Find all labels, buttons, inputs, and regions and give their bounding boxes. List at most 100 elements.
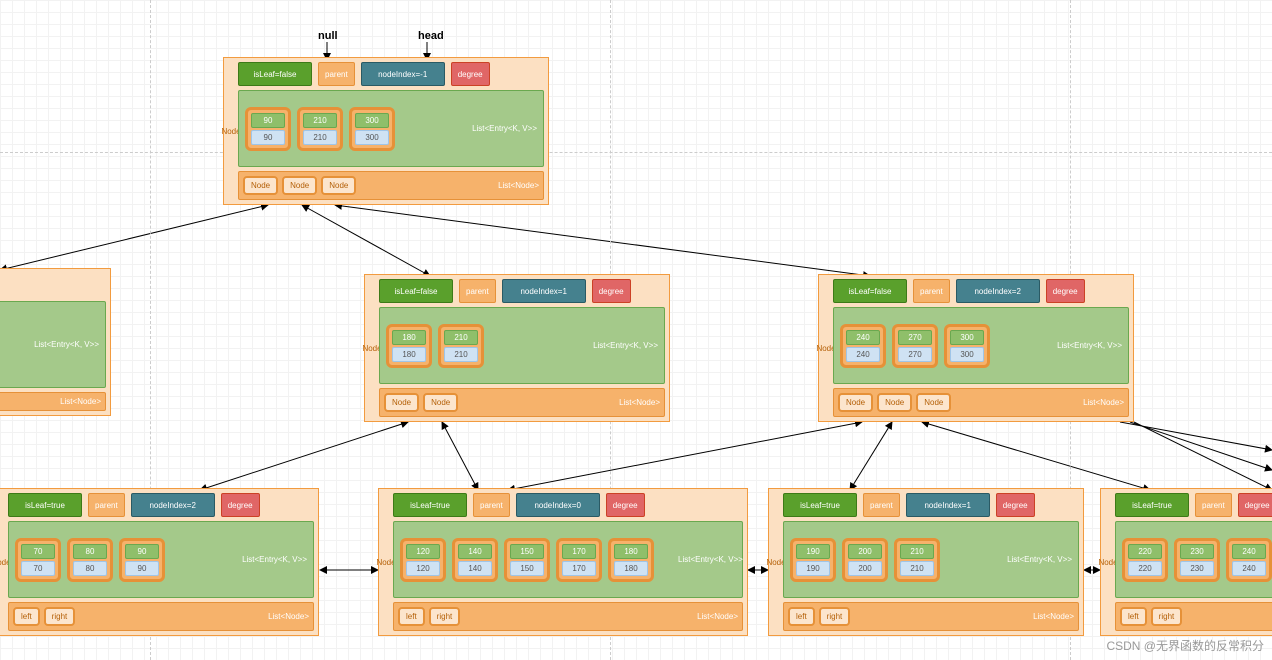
- left-link: left: [398, 607, 425, 626]
- entry-list: 190190200200210210List<Entry<K, V>>: [783, 521, 1079, 598]
- chip: degree: [1238, 493, 1272, 517]
- entry-list: 120120140140150150170170180180List<Entry…: [393, 521, 743, 598]
- entry: 300300: [944, 324, 990, 368]
- chip: degree: [451, 62, 490, 86]
- chip: parent: [1195, 493, 1232, 517]
- right-link: right: [44, 607, 76, 626]
- entry: 9090: [119, 538, 165, 582]
- chip: degree: [1046, 279, 1085, 303]
- entry: 230230: [1174, 538, 1220, 582]
- entry-list: 707080809090List<Entry<K, V>>: [8, 521, 314, 598]
- tree-node: NodeisLeaf=falseparentnodeIndex=-1degree…: [223, 57, 549, 205]
- chip: nodeIndex=2: [956, 279, 1040, 303]
- tree-node: Node=0degreeList<Entry<K, V>>List<Node>: [0, 268, 111, 416]
- entry: 300300: [349, 107, 395, 151]
- entry: 240240: [840, 324, 886, 368]
- child-list: leftrightList<Node>: [1115, 602, 1272, 631]
- entry-list: 180180210210List<Entry<K, V>>: [379, 307, 665, 384]
- chip: nodeIndex=0: [516, 493, 600, 517]
- chip: parent: [473, 493, 510, 517]
- right-link: right: [1151, 607, 1183, 626]
- chip: isLeaf=true: [1115, 493, 1189, 517]
- chip: isLeaf=true: [393, 493, 467, 517]
- child-node-ref: Node: [916, 393, 951, 412]
- child-node-ref: Node: [838, 393, 873, 412]
- null-label: null: [318, 30, 338, 42]
- chip: parent: [913, 279, 950, 303]
- tree-node: NodeisLeaf=falseparentnodeIndex=1degree1…: [364, 274, 670, 422]
- chip: isLeaf=false: [379, 279, 453, 303]
- chip: parent: [459, 279, 496, 303]
- entry: 140140: [452, 538, 498, 582]
- entry: 270270: [892, 324, 938, 368]
- child-node-ref: Node: [384, 393, 419, 412]
- chip: degree: [606, 493, 645, 517]
- child-list: leftrightList<Node>: [8, 602, 314, 631]
- left-link: left: [788, 607, 815, 626]
- child-node-ref: Node: [243, 176, 278, 195]
- child-list: leftrightList<Node>: [783, 602, 1079, 631]
- entry: 180180: [386, 324, 432, 368]
- entry: 9090: [245, 107, 291, 151]
- child-list: NodeNodeList<Node>: [379, 388, 665, 417]
- chip: isLeaf=true: [8, 493, 82, 517]
- entry: 210210: [297, 107, 343, 151]
- right-link: right: [429, 607, 461, 626]
- node-side-label: Node: [0, 489, 8, 635]
- child-list: leftrightList<Node>: [393, 602, 743, 631]
- child-list: NodeNodeNodeList<Node>: [238, 171, 544, 200]
- node-side-label: Node: [379, 489, 393, 635]
- chip: isLeaf=false: [238, 62, 312, 86]
- entry: 220220: [1122, 538, 1168, 582]
- tree-node: NodeisLeaf=trueparentnodeIndex=0degree 12…: [378, 488, 748, 636]
- node-side-label: Node: [224, 58, 238, 204]
- entry-list: 240240270270300300List<Entry<K, V>>: [833, 307, 1129, 384]
- entry: 210210: [438, 324, 484, 368]
- entry: 200200: [842, 538, 888, 582]
- chip: parent: [863, 493, 900, 517]
- right-link: right: [819, 607, 851, 626]
- chip: nodeIndex=-1: [361, 62, 445, 86]
- entry: 210210: [894, 538, 940, 582]
- chip: nodeIndex=2: [131, 493, 215, 517]
- chip: nodeIndex=1: [906, 493, 990, 517]
- chip: degree: [592, 279, 631, 303]
- child-list: NodeNodeNodeList<Node>: [833, 388, 1129, 417]
- left-link: left: [1120, 607, 1147, 626]
- entry: 170170: [556, 538, 602, 582]
- entry: 8080: [67, 538, 113, 582]
- entry: 150150: [504, 538, 550, 582]
- tree-node: NodeisLeaf=trueparentnodeIndex=2degree 70…: [0, 488, 319, 636]
- left-link: left: [13, 607, 40, 626]
- node-side-label: Node: [1101, 489, 1115, 635]
- entry-list: 9090210210300300List<Entry<K, V>>: [238, 90, 544, 167]
- tree-node: NodeisLeaf=trueparentdegree 2202202302302…: [1100, 488, 1272, 636]
- entry: 120120: [400, 538, 446, 582]
- watermark: CSDN @无界函数的反常积分: [1106, 637, 1264, 654]
- entry: 180180: [608, 538, 654, 582]
- child-node-ref: Node: [321, 176, 356, 195]
- chip: isLeaf=false: [833, 279, 907, 303]
- entry: 190190: [790, 538, 836, 582]
- chip: parent: [88, 493, 125, 517]
- entry-list: 220220230230240240List<Entry<K, V>>: [1115, 521, 1272, 598]
- diagram-canvas: CSDN @无界函数的反常积分 nullheadNodeisLeaf=false…: [0, 0, 1272, 660]
- child-node-ref: Node: [423, 393, 458, 412]
- chip: parent: [318, 62, 355, 86]
- tree-node: NodeisLeaf=trueparentnodeIndex=1degree 19…: [768, 488, 1084, 636]
- child-list: List<Node>: [0, 392, 106, 411]
- chip: degree: [996, 493, 1035, 517]
- node-side-label: Node: [365, 275, 379, 421]
- node-side-label: Node: [769, 489, 783, 635]
- entry-list: List<Entry<K, V>>: [0, 301, 106, 388]
- chip: isLeaf=true: [783, 493, 857, 517]
- child-node-ref: Node: [282, 176, 317, 195]
- entry: 240240: [1226, 538, 1272, 582]
- head-label: head: [418, 30, 444, 42]
- child-node-ref: Node: [877, 393, 912, 412]
- chip: nodeIndex=1: [502, 279, 586, 303]
- tree-node: NodeisLeaf=falseparentnodeIndex=2degree2…: [818, 274, 1134, 422]
- node-side-label: Node: [819, 275, 833, 421]
- chip: degree: [221, 493, 260, 517]
- entry: 7070: [15, 538, 61, 582]
